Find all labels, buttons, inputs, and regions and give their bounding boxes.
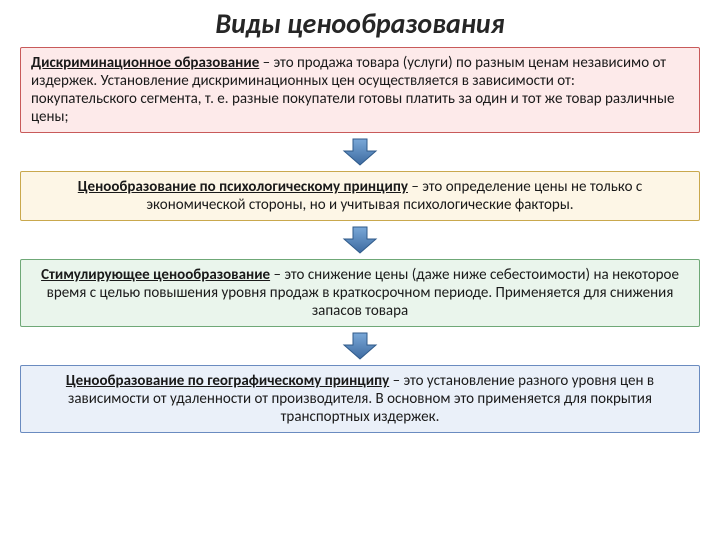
concept-text: Ценообразование по географическому принц…: [31, 372, 689, 426]
down-arrow-icon: [14, 225, 706, 255]
page-title: Виды ценообразования: [14, 6, 706, 41]
concept-lead: Ценообразование по географическому принц…: [66, 372, 389, 390]
concept-box-2: Стимулирующее ценообразование – это сниж…: [20, 259, 700, 327]
concept-box-3: Ценообразование по географическому принц…: [20, 365, 700, 433]
concept-box-0: Дискриминационное образование – это прод…: [20, 47, 700, 133]
down-arrow-icon: [14, 331, 706, 361]
concept-box-1: Ценообразование по психологическому прин…: [20, 171, 700, 221]
concept-lead: Стимулирующее ценообразование: [41, 266, 270, 284]
concept-text: Дискриминационное образование – это прод…: [31, 54, 689, 126]
concept-text: Стимулирующее ценообразование – это сниж…: [31, 266, 689, 320]
concept-text: Ценообразование по психологическому прин…: [31, 178, 689, 214]
concept-lead: Ценообразование по психологическому прин…: [78, 178, 408, 196]
concept-lead: Дискриминационное образование: [31, 54, 259, 72]
down-arrow-icon: [14, 137, 706, 167]
